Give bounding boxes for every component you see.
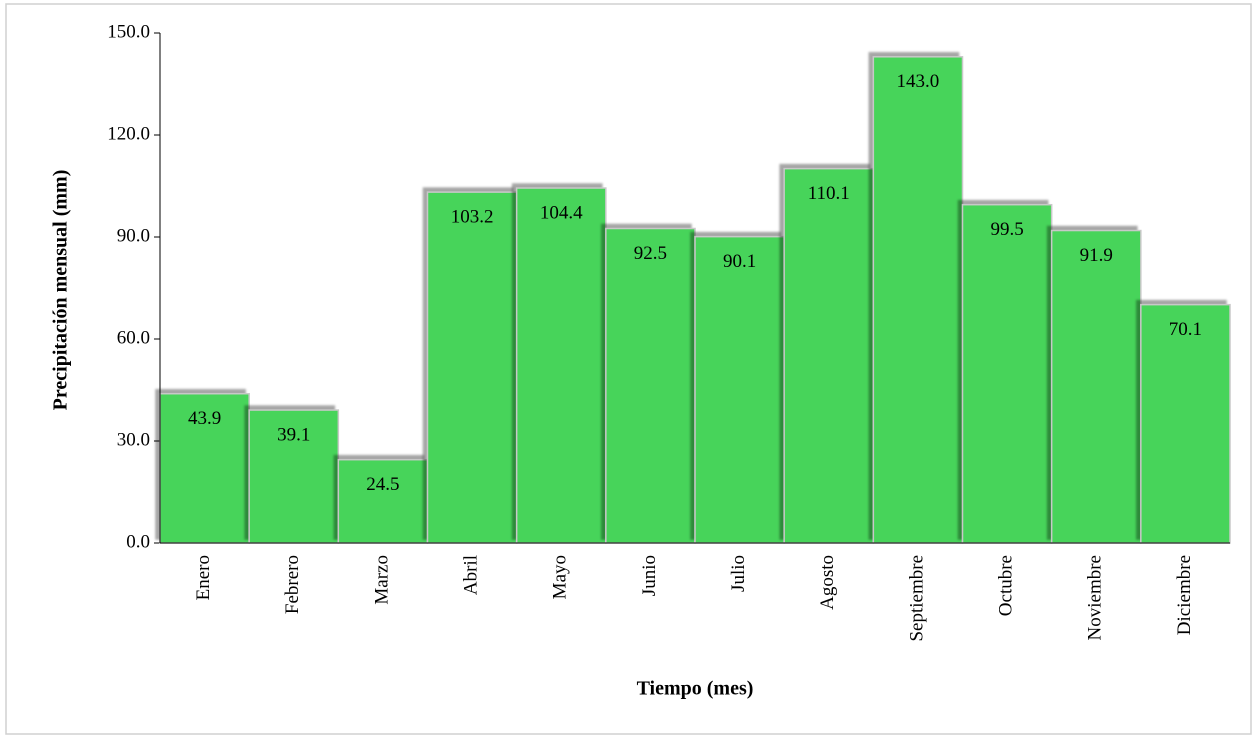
data-label: 99.5 — [990, 219, 1023, 240]
bar — [426, 191, 518, 544]
data-label: 91.9 — [1080, 245, 1113, 266]
x-tick-label: Mayo — [550, 555, 571, 599]
x-tick-label: Octubre — [995, 555, 1016, 616]
x-tick-label: Febrero — [282, 555, 303, 614]
y-axis-title: Precipitación mensual (mm) — [50, 170, 72, 411]
data-label: 103.2 — [451, 206, 494, 227]
data-label: 90.1 — [723, 251, 756, 272]
y-tick-label: 150.0 — [107, 21, 150, 42]
y-tick-label: 30.0 — [117, 429, 150, 450]
bar — [694, 235, 785, 544]
y-tick-label: 0.0 — [126, 531, 150, 552]
data-label: 143.0 — [897, 71, 940, 92]
data-label: 110.1 — [808, 183, 850, 204]
x-tick-label: Julio — [728, 555, 749, 592]
data-label: 92.5 — [634, 243, 667, 264]
bar — [605, 227, 696, 544]
bar — [783, 167, 875, 544]
x-tick-label: Abril — [460, 555, 481, 595]
y-tick-label: 90.0 — [117, 225, 150, 246]
x-tick-label: Marzo — [371, 555, 392, 605]
bar — [1140, 303, 1231, 544]
data-label: 43.9 — [188, 408, 221, 429]
data-label: 24.5 — [366, 474, 399, 495]
y-tick-label: 60.0 — [117, 327, 150, 348]
x-tick-label: Enero — [193, 555, 214, 600]
bar — [1050, 229, 1142, 544]
x-tick-label: Diciembre — [1174, 555, 1195, 635]
x-tick-label: Noviembre — [1085, 555, 1106, 640]
bar — [872, 56, 964, 544]
bar — [337, 458, 429, 544]
x-tick-label: Agosto — [817, 555, 838, 610]
data-label: 70.1 — [1169, 319, 1202, 340]
x-tick-label: Junio — [639, 555, 660, 596]
x-tick-label: Septiembre — [906, 555, 927, 642]
x-axis-title: Tiempo (mes) — [637, 678, 754, 700]
y-tick-label: 120.0 — [107, 123, 150, 144]
bar — [961, 203, 1053, 544]
data-label: 104.4 — [540, 202, 583, 223]
data-label: 39.1 — [277, 424, 310, 445]
bar — [515, 187, 607, 544]
